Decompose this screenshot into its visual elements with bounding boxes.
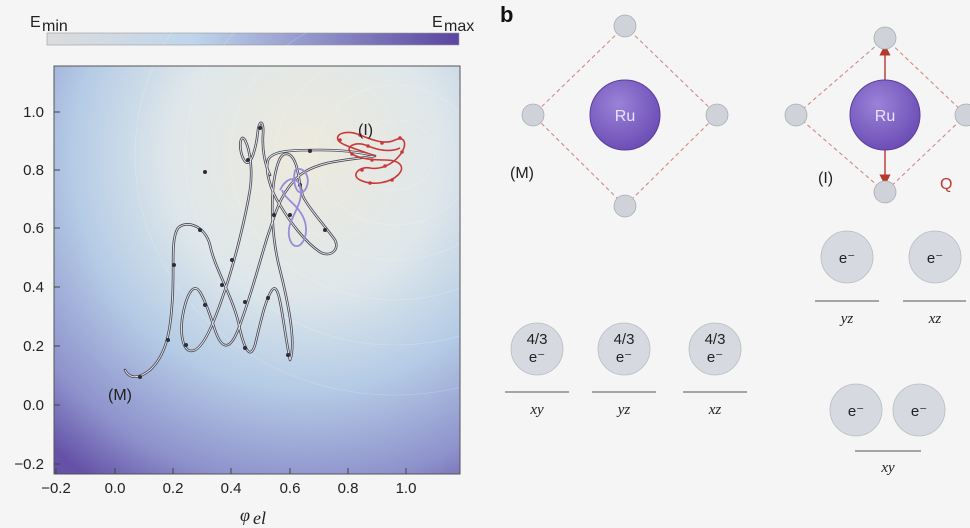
orbital-occupancy: 4/3 [614, 331, 635, 348]
ru-octahedron-metallic: Ru (M) [510, 14, 729, 218]
state-label-intermediate: (I) [358, 122, 373, 139]
orbital-xy-intermediate: e⁻ e⁻ xy [829, 383, 946, 476]
ligand-atom [613, 194, 637, 218]
y-tick-label: 0.0 [23, 397, 44, 414]
x-axis-label: φ [240, 505, 250, 525]
ligand-atom [873, 26, 897, 50]
y-tick-label: 0.4 [23, 279, 44, 296]
orbital-yz-intermediate: e⁻ yz [815, 230, 879, 327]
ligand-atom [705, 103, 729, 127]
y-tick-label: 1.0 [23, 104, 44, 121]
state-label-intermediate-b: (I) [818, 170, 833, 187]
ligand-atom [784, 103, 808, 127]
ligand-atom [954, 103, 970, 127]
orbital-xz-intermediate: e⁻ xz [903, 230, 966, 327]
colorbar: E min E max [30, 14, 474, 46]
y-axis: 1.0 0.8 0.6 0.4 0.2 0.0 −0.2 [14, 104, 60, 473]
ru-octahedron-intermediate: Ru (I) Q [784, 26, 970, 204]
colorbar-max-label: E [432, 14, 443, 31]
orbital-label: yz [839, 311, 854, 327]
x-tick-label: 0.4 [221, 480, 242, 497]
y-tick-label: 0.8 [23, 162, 44, 179]
y-tick-label: 0.6 [23, 220, 44, 237]
x-tick-label: −0.2 [41, 480, 71, 497]
energy-landscape-plot: (M) (I) [53, 0, 656, 475]
x-axis: −0.2 0.0 0.2 0.4 0.6 0.8 1.0 φ el [41, 468, 416, 528]
orbital-xy-metallic: 4/3 e⁻ xy [505, 322, 569, 418]
electron-symbol: e⁻ [616, 349, 632, 366]
orbitals-intermediate: e⁻ yz e⁻ xz e⁻ e⁻ xy [815, 230, 966, 476]
electron-symbol: e⁻ [707, 349, 723, 366]
trajectory-insulating [336, 131, 406, 185]
orbital-label: xy [880, 460, 895, 476]
ru-atom [589, 79, 661, 151]
trajectory-metallic [123, 121, 377, 379]
colorbar-min-sub: min [42, 18, 68, 35]
ru-atom-label: Ru [875, 108, 895, 125]
y-tick-label: 0.2 [23, 338, 44, 355]
orbital-label: xy [529, 402, 544, 418]
distortion-label: Q [940, 176, 952, 193]
orbital-label: xz [928, 311, 942, 327]
x-tick-label: 0.8 [338, 480, 359, 497]
orbital-occupancy: 4/3 [705, 331, 726, 348]
orbital-label: yz [616, 402, 631, 418]
plot-frame [53, 65, 461, 475]
insulating-points [338, 133, 404, 185]
orbital-yz-metallic: 4/3 e⁻ yz [592, 322, 656, 418]
y-tick-label: −0.2 [14, 456, 44, 473]
orbitals-metallic: 4/3 e⁻ xy 4/3 e⁻ yz 4/3 e⁻ xz [505, 322, 747, 418]
ligand-atom [873, 180, 897, 204]
trajectory-intermediate [279, 168, 309, 247]
state-label-metallic: (M) [108, 387, 132, 404]
orbital-xz-metallic: 4/3 e⁻ xz [683, 322, 747, 418]
ru-atom [849, 79, 921, 151]
contour-lines [134, 0, 656, 396]
orbital-occupancy: 4/3 [527, 331, 548, 348]
x-tick-label: 0.6 [280, 480, 301, 497]
electron-symbol: e⁻ [911, 403, 927, 420]
colorbar-max-sub: max [444, 18, 474, 35]
x-tick-label: 1.0 [396, 480, 417, 497]
ligand-atom [613, 14, 637, 38]
electron-symbol: e⁻ [839, 250, 855, 267]
x-tick-label: 0.0 [105, 480, 126, 497]
colorbar-min-label: E [30, 14, 41, 31]
panel-b-letter: b [500, 2, 513, 27]
ru-atom-label: Ru [615, 108, 635, 125]
ligand-atom [521, 103, 545, 127]
electron-symbol: e⁻ [848, 403, 864, 420]
x-tick-label: 0.2 [163, 480, 184, 497]
electron-symbol: e⁻ [927, 250, 943, 267]
x-axis-label-sub: el [253, 508, 266, 528]
state-label-metallic-b: (M) [510, 165, 534, 182]
electron-symbol: e⁻ [529, 349, 545, 366]
orbital-label: xz [708, 402, 722, 418]
